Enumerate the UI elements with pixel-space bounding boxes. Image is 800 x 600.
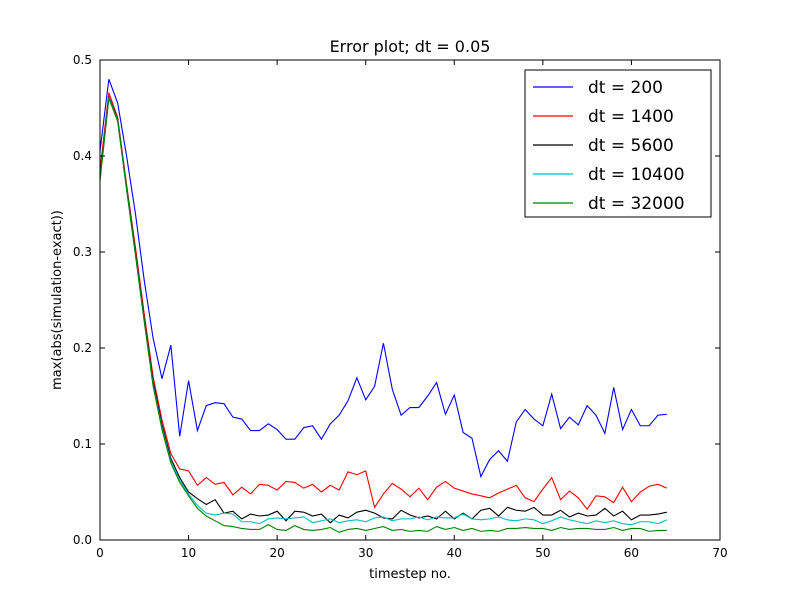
legend-label-1: dt = 200 — [588, 78, 663, 98]
series-line-4 — [99, 97, 668, 526]
x-tick-label: 10 — [181, 546, 196, 560]
x-tick-label: 70 — [712, 546, 727, 560]
x-tick-label: 30 — [358, 546, 373, 560]
series-line-1 — [99, 79, 667, 479]
x-tick-label: 50 — [535, 546, 550, 560]
series-line-5 — [99, 98, 667, 533]
series-layer — [99, 79, 668, 533]
legend-label-4: dt = 10400 — [588, 165, 685, 185]
chart-title: Error plot; dt = 0.05 — [330, 37, 491, 56]
x-tick-label: 40 — [447, 546, 462, 560]
legend-box — [524, 69, 712, 218]
x-tick-label: 20 — [270, 546, 285, 560]
series-line-3 — [99, 96, 667, 524]
legend-label-5: dt = 32000 — [588, 194, 685, 214]
plot-frame — [99, 59, 721, 541]
y-tick-label: 0.3 — [73, 245, 92, 259]
y-tick-label: 0.4 — [73, 149, 92, 163]
series-line-2 — [99, 92, 668, 511]
y-tick-label: 0.0 — [73, 533, 92, 547]
x-axis-label: timestep no. — [369, 567, 451, 582]
legend-label-3: dt = 5600 — [588, 136, 674, 156]
x-tick-label: 60 — [624, 546, 639, 560]
y-tick-label: 0.5 — [73, 53, 92, 67]
legend: dt = 200 dt = 1400 dt = 5600 dt = 10400 dt =… — [524, 69, 712, 218]
y-axis-label: max(abs(simulation-exact)) — [50, 210, 65, 390]
y-tick-label: 0.2 — [73, 341, 92, 355]
x-tick-label: 0 — [96, 546, 104, 560]
y-tick-label: 0.1 — [73, 437, 92, 451]
axis-ticks: 0 10 20 30 40 50 60 70 0.0 0.1 0.2 0.3 0.4 0.5 — [73, 53, 728, 560]
legend-label-2: dt = 1400 — [588, 107, 674, 127]
